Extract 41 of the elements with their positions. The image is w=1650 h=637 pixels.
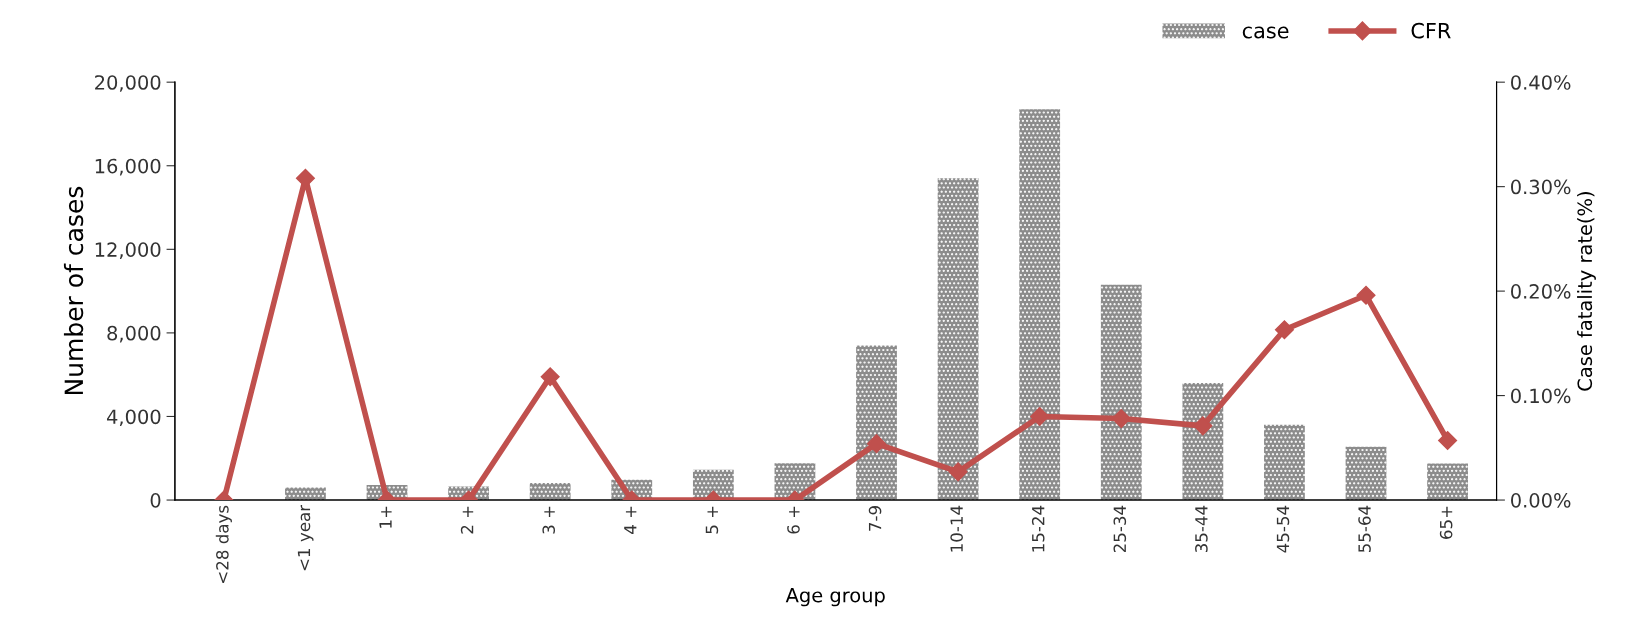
x-tick-label: 5 + bbox=[705, 506, 719, 534]
y2-axis-title: Case fatality rate(%) bbox=[1577, 192, 1596, 391]
bar bbox=[1182, 383, 1224, 501]
x-tick-label: 7-9 bbox=[868, 506, 882, 531]
bar bbox=[1427, 463, 1468, 501]
y-axis-title: Number of cases bbox=[63, 186, 84, 395]
legend-label: case bbox=[1242, 26, 1289, 39]
x-tick-label: 15-24 bbox=[1031, 505, 1045, 552]
bar bbox=[937, 178, 979, 501]
x-axis-title: Age group bbox=[785, 588, 885, 607]
bar bbox=[1019, 109, 1061, 501]
y2-tick-label: 0.30% bbox=[1511, 179, 1571, 195]
x-tick-label: 45-54 bbox=[1276, 505, 1290, 553]
bar bbox=[529, 482, 571, 501]
x-tick-label: 6 + bbox=[787, 506, 800, 534]
bar bbox=[1100, 284, 1142, 501]
y-tick-label: 20,000 bbox=[95, 75, 161, 92]
bar bbox=[1345, 446, 1387, 501]
legend-label: CFR bbox=[1411, 22, 1451, 39]
x-tick-label: 55-64 bbox=[1358, 505, 1371, 553]
x-tick-label: 25-34 bbox=[1113, 505, 1127, 553]
y-tick-label: 4,000 bbox=[106, 409, 161, 427]
x-tick-label: 3 + bbox=[542, 506, 556, 534]
y-tick-label: 8,000 bbox=[107, 325, 161, 343]
y2-tick-label: 0.10% bbox=[1511, 388, 1571, 404]
x-tick-label: 35-44 bbox=[1195, 505, 1208, 553]
x-tick-label: 1+ bbox=[379, 506, 392, 528]
x-tick-label: 10-14 bbox=[950, 505, 963, 552]
y2-tick-label: 0.40% bbox=[1511, 75, 1571, 90]
bar bbox=[1264, 424, 1305, 501]
bar bbox=[856, 345, 897, 501]
y-tick-label: 12,000 bbox=[95, 242, 161, 259]
x-tick-label: 4 + bbox=[624, 506, 637, 534]
x-tick-label: <1 year bbox=[297, 504, 314, 571]
x-tick-label: <28 days bbox=[215, 505, 232, 583]
x-tick-label: 65+ bbox=[1439, 506, 1453, 539]
x-tick-label: 2 + bbox=[460, 506, 474, 534]
y2-tick-label: 0.20% bbox=[1511, 284, 1571, 299]
y-tick-label: 16,000 bbox=[95, 158, 161, 176]
y2-tick-label: 0.00% bbox=[1511, 493, 1571, 508]
y-tick-label: 0 bbox=[150, 493, 161, 508]
